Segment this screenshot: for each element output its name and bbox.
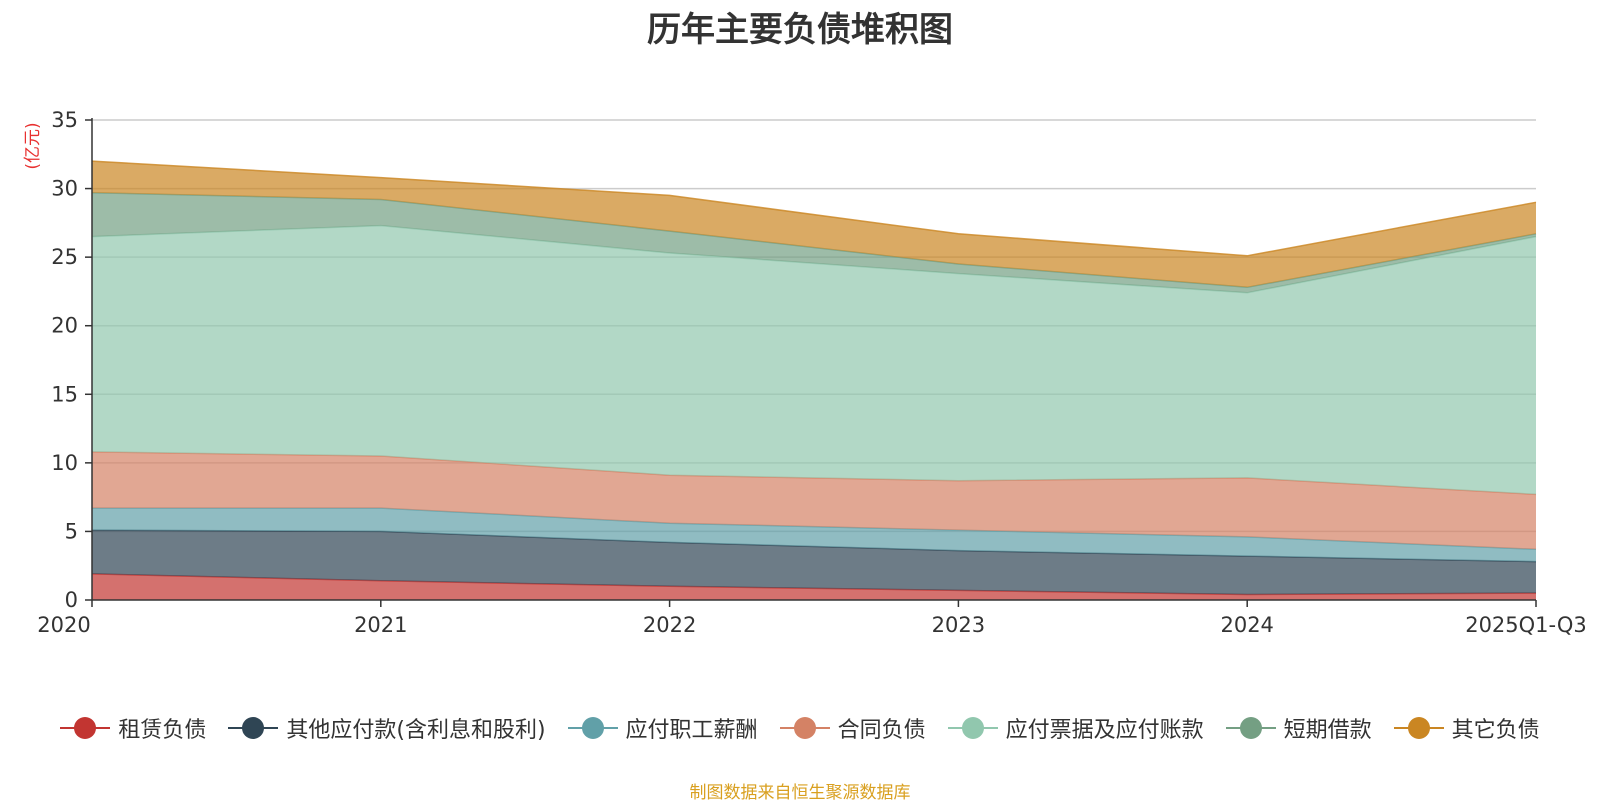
legend-item[interactable]: 合同负债 — [779, 712, 926, 744]
y-tick-label: 25 — [51, 245, 78, 269]
unit-label: (亿元) — [23, 122, 43, 169]
legend-item[interactable]: 其他应付款(含利息和股利) — [228, 712, 546, 744]
legend-label: 其它负债 — [1451, 718, 1540, 743]
x-tick-label: 2022 — [643, 613, 696, 637]
legend-swatch-dot — [74, 717, 97, 739]
y-tick-label: 10 — [51, 451, 78, 475]
legend-item[interactable]: 应付票据及应付账款 — [947, 712, 1204, 744]
y-tick-label: 0 — [65, 588, 78, 612]
legend-swatch — [1393, 715, 1444, 741]
x-tick-label: 2025Q1-Q3 — [1465, 613, 1587, 637]
area-series — [91, 160, 1537, 600]
area-6 — [92, 192, 1536, 293]
x-tick-label: 2023 — [932, 613, 985, 637]
legend-swatch — [947, 715, 998, 741]
legend: 租赁负债 其他应付款(含利息和股利) 应付职工薪酬 合同负债 应付票据及应付账款 短期借款… — [0, 712, 1600, 744]
y-tick-label: 20 — [51, 314, 78, 338]
legend-swatch — [60, 715, 111, 741]
legend-swatch-dot — [1239, 717, 1262, 739]
legend-swatch — [567, 715, 618, 741]
legend-swatch-dot — [1407, 717, 1430, 739]
area-5 — [92, 225, 1536, 495]
legend-label: 应付职工薪酬 — [625, 718, 758, 743]
chart-title: 历年主要负债堆积图 — [647, 10, 953, 50]
legend-swatch — [1225, 715, 1276, 741]
x-tick-label: 2024 — [1220, 613, 1273, 637]
source-note: 制图数据来自恒生聚源数据库 — [689, 783, 911, 803]
area-7 — [92, 161, 1536, 288]
legend-item[interactable]: 租赁负债 — [60, 712, 206, 744]
area-2 — [92, 530, 1536, 595]
y-tick-label: 5 — [65, 519, 78, 543]
area-line-7 — [91, 160, 1537, 257]
y-tick-label: 15 — [51, 382, 78, 406]
x-tick-label: 2021 — [354, 613, 407, 637]
legend-item[interactable]: 应付职工薪酬 — [567, 712, 758, 744]
y-tick-label: 30 — [51, 177, 78, 201]
area-1 — [92, 573, 1536, 600]
legend-swatch-dot — [793, 717, 816, 739]
legend-label: 租赁负债 — [118, 718, 207, 743]
legend-label: 应付票据及应付账款 — [1005, 718, 1204, 743]
axes: 0 5 10 15 20 25 30 35 2020 2021 2022 2023 2024 2025Q1… — [37, 108, 1587, 637]
legend-swatch — [228, 715, 279, 741]
legend-item[interactable]: 其它负债 — [1393, 712, 1540, 744]
legend-label: 其他应付款(含利息和股利) — [286, 718, 546, 743]
area-4 — [92, 451, 1536, 550]
x-tick-label: 2020 — [37, 613, 90, 637]
legend-swatch-dot — [242, 717, 265, 739]
legend-item[interactable]: 短期借款 — [1225, 712, 1372, 744]
area-3 — [92, 508, 1536, 562]
legend-label: 合同负债 — [837, 718, 926, 743]
y-tick-label: 35 — [51, 108, 78, 132]
legend-swatch — [779, 715, 830, 741]
legend-swatch-dot — [581, 717, 604, 739]
legend-label: 短期借款 — [1283, 718, 1372, 743]
legend-swatch-dot — [961, 717, 984, 739]
